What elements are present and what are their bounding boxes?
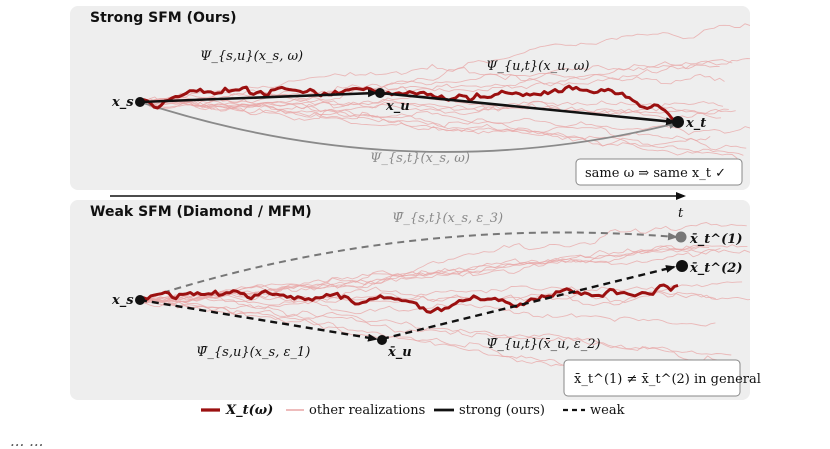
faint-realization	[139, 59, 733, 103]
faint-realization	[139, 64, 720, 104]
psi-su-arrow	[139, 89, 378, 104]
faint-realization	[139, 244, 703, 303]
label-psi-bar-st: Ψ̄_{s,t}(x_s, ε_3)	[392, 211, 503, 226]
label-psi-st-strong: Ψ_{s,t}(x_s, ω)	[370, 151, 470, 166]
start-point-weak	[135, 295, 145, 305]
faint-realization	[139, 296, 732, 356]
weak-callout-text: x̄_t^(1) ≠ x̄_t^(2) in general	[574, 372, 761, 387]
faint-realization	[139, 99, 722, 120]
legend-label-main: X_t(ω)	[225, 403, 273, 418]
label-xs-weak: x_s	[111, 293, 134, 308]
psi-bar-st-arrow	[139, 231, 678, 301]
label-psi-bar-ut: Ψ̄_{u,t}(x̄_u, ε_2)	[486, 337, 601, 352]
psi-ut-arrow	[379, 91, 676, 126]
legend-label-other: other realizations	[309, 403, 425, 418]
legend: X_t(ω) other realizations strong (ours) …	[201, 403, 625, 418]
end-point-weak-2	[676, 260, 688, 272]
main-realization-strong	[139, 84, 676, 122]
psi-bar-su-arrow	[139, 298, 378, 342]
faint-realization	[139, 244, 748, 301]
label-xt1-weak: x̄_t^(1)	[689, 232, 743, 247]
strong-callout-box	[575, 158, 743, 186]
strong-panel-title: Strong SFM (Ours)	[90, 10, 237, 26]
end-point-weak-1	[675, 231, 687, 243]
caption-text: ... ...	[10, 432, 43, 449]
label-psi-bar-su: Ψ̄_{s,u}(x_s, ε_1)	[196, 345, 310, 360]
faint-realization	[139, 298, 716, 327]
faint-realization	[139, 248, 750, 304]
faint-realization	[140, 101, 738, 159]
time-axis-label: t	[678, 206, 684, 221]
faint-realization	[139, 291, 716, 308]
label-xu-weak: x̄_u	[387, 345, 412, 360]
start-point-strong	[135, 97, 145, 107]
faint-realization	[139, 98, 744, 156]
mid-point-weak	[377, 335, 387, 345]
legend-label-strong: strong (ours)	[459, 403, 545, 418]
legend-label-weak: weak	[590, 403, 625, 418]
label-xt-strong: x_t	[685, 116, 706, 131]
faint-realization	[139, 98, 736, 115]
weak-callout-box	[563, 359, 741, 397]
label-xs-strong: x_s	[111, 95, 134, 110]
psi-st-arrow	[139, 101, 679, 153]
faint-realization	[139, 246, 710, 303]
strong-callout-text: same ω ⇒ same x_t ✓	[585, 166, 726, 181]
main-realization-weak	[139, 283, 679, 314]
weak-panel-title: Weak SFM (Diamond / MFM)	[90, 204, 312, 220]
faint-realization	[139, 101, 750, 136]
label-xt2-weak: x̄_t^(2)	[689, 261, 743, 276]
mid-point-strong	[375, 88, 385, 98]
label-psi-ut-strong: Ψ_{u,t}(x_u, ω)	[486, 59, 589, 74]
label-xu-strong: x_u	[385, 99, 410, 114]
end-point-strong	[672, 116, 684, 128]
psi-bar-ut-arrow	[381, 265, 676, 341]
label-psi-su-strong: Ψ_{s,u}(x_s, ω)	[200, 49, 303, 64]
faint-realization	[139, 281, 743, 304]
faint-realization	[139, 58, 750, 103]
